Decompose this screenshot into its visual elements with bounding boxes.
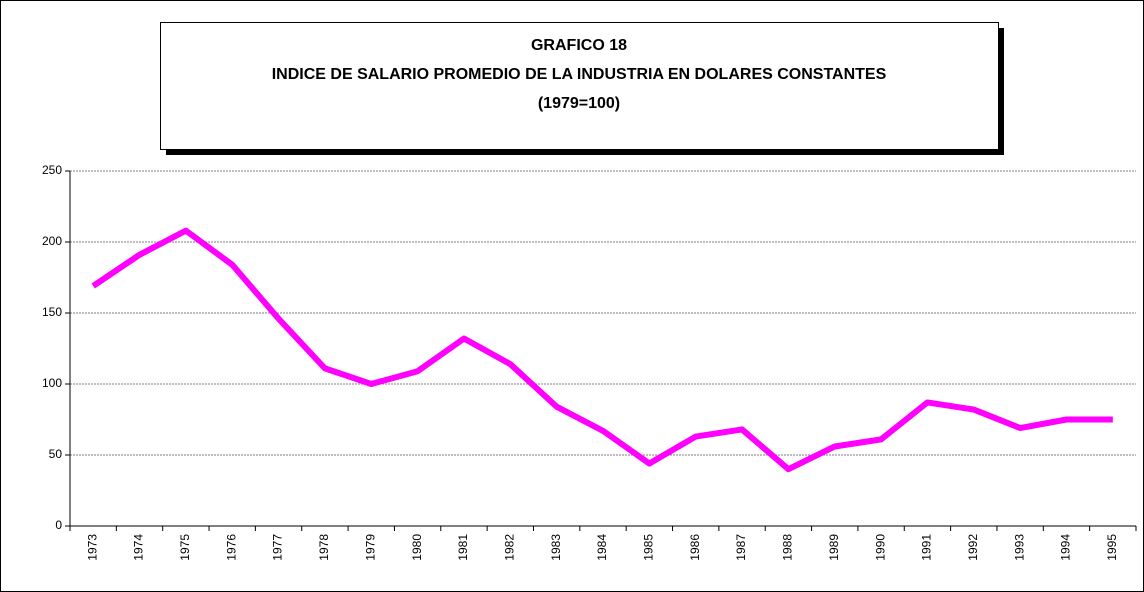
x-tick-label: 1984	[595, 534, 609, 561]
x-tick-label: 1991	[920, 534, 934, 561]
y-tick-label: 250	[42, 163, 62, 177]
x-tick-label: 1979	[363, 534, 377, 561]
x-tick-label: 1986	[688, 534, 702, 561]
x-tick-label: 1974	[132, 534, 146, 561]
x-tick-label: 1993	[1012, 534, 1026, 561]
x-tick-label: 1992	[966, 534, 980, 561]
x-tick-label: 1975	[178, 534, 192, 561]
x-tick-label: 1978	[317, 534, 331, 561]
x-tick-label: 1983	[549, 534, 563, 561]
x-tick-label: 1977	[271, 534, 285, 561]
y-tick-label: 0	[55, 518, 62, 532]
x-tick-label: 1973	[85, 534, 99, 561]
x-tick-label: 1995	[1105, 534, 1119, 561]
x-tick-label: 1988	[781, 534, 795, 561]
y-tick-label: 100	[42, 376, 62, 390]
x-tick-label: 1985	[642, 534, 656, 561]
x-tick-label: 1994	[1059, 534, 1073, 561]
x-tick-label: 1982	[502, 534, 516, 561]
x-tick-label: 1987	[734, 534, 748, 561]
chart-title: (1979=100)	[538, 95, 620, 112]
chart-title: GRAFICO 18	[531, 37, 627, 54]
x-tick-label: 1980	[410, 534, 424, 561]
x-tick-label: 1990	[873, 534, 887, 561]
line-series	[91, 227, 1113, 473]
title-box	[160, 22, 999, 150]
chart-title: INDICE DE SALARIO PROMEDIO DE LA INDUSTR…	[272, 66, 887, 83]
x-tick-label: 1989	[827, 534, 841, 561]
y-tick-label: 50	[49, 447, 63, 461]
x-tick-label: 1981	[456, 534, 470, 561]
y-tick-label: 150	[42, 305, 62, 319]
y-tick-label: 200	[42, 234, 62, 248]
x-tick-label: 1976	[224, 534, 238, 561]
